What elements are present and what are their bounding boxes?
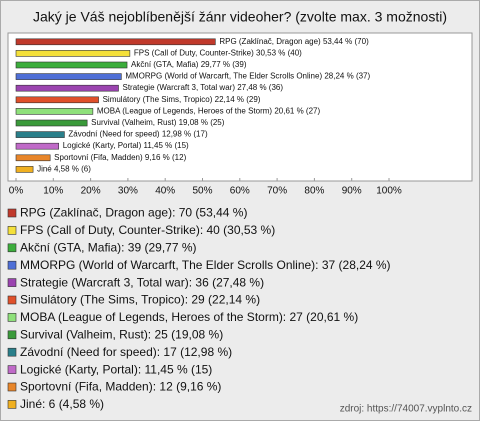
bar-label: Sportovní (Fifa, Madden) 9,16 % (12) (54, 153, 186, 162)
x-tick-label: 60% (230, 186, 250, 197)
legend-swatch (7, 226, 17, 235)
value-label: 30,53 % (40) (256, 49, 302, 58)
legend-label: Akční (GTA, Mafia): 39 (29,77 %) (20, 240, 197, 254)
bar (15, 166, 34, 173)
legend-label: FPS (Call of Duty, Counter-Strike): 40 (… (20, 223, 275, 237)
value-label: 9,16 % (12) (145, 153, 187, 162)
bar (15, 61, 128, 69)
category-label: Závodní (Need for speed) (68, 130, 159, 139)
legend-swatch (7, 260, 17, 270)
bar (15, 50, 131, 57)
category-label: MOBA (League of Legends, Heroes of the S… (97, 107, 273, 116)
legend-swatch (7, 365, 17, 374)
bar (15, 84, 119, 92)
category-label: Sportovní (Fifa, Madden) (54, 153, 143, 162)
bar-label: Akční (GTA, Mafia) 29,77 % (39) (131, 60, 247, 69)
bar-label: MOBA (League of Legends, Heroes of the S… (97, 107, 321, 116)
legend-swatch (7, 347, 17, 357)
x-tick-label: 80% (304, 186, 324, 197)
legend-label: Simulátory (The Sims, Tropico): 29 (22,1… (20, 293, 260, 307)
category-label: Survival (Valheim, Rust) (91, 118, 177, 127)
bar (15, 142, 60, 150)
bar-label: Survival (Valheim, Rust) 19,08 % (25) (91, 118, 225, 127)
bar (15, 154, 51, 162)
legend-label: RPG (Zaklínač, Dragon age): 70 (53,44 %) (20, 206, 247, 220)
bar-label: Simulátory (The Sims, Tropico) 22,14 % (… (103, 95, 261, 104)
value-label: 4,58 % (6) (54, 165, 91, 174)
source: zdroj: https://74007.vyplnto.cz (340, 404, 472, 415)
x-tick-label: 100% (376, 186, 402, 197)
x-tick-label: 50% (192, 186, 212, 197)
legend-label: Jiné: 6 (4,58 %) (20, 397, 104, 411)
bar-label: Logické (Karty, Portal) 11,45 % (15) (63, 141, 189, 150)
x-tick-label: 0% (9, 186, 24, 197)
category-label: Simulátory (The Sims, Tropico) (103, 95, 213, 104)
x-tick-label: 90% (342, 186, 362, 197)
bar-label: Strategie (Warcraft 3, Total war) 27,48 … (123, 83, 284, 92)
legend-label: Závodní (Need for speed): 17 (12,98 %) (20, 345, 232, 359)
category-label: Akční (GTA, Mafia) (131, 60, 199, 69)
legend-swatch (7, 382, 17, 392)
legend-label: Sportovní (Fifa, Madden): 12 (9,16 %) (20, 380, 221, 394)
bar-label: RPG (Zaklínač, Dragon age) 53,44 % (70) (219, 37, 369, 46)
legend-swatch (7, 278, 17, 287)
value-label: 27,48 % (36) (237, 83, 283, 92)
category-label: Strategie (Warcraft 3, Total war) (123, 83, 236, 92)
value-label: 28,24 % (37) (324, 72, 370, 81)
legend-label: Strategie (Warcraft 3, Total war): 36 (2… (20, 275, 264, 289)
category-label: MMORPG (World of Warcarft, The Elder Scr… (125, 72, 322, 81)
value-label: 20,61 % (27) (274, 107, 320, 116)
x-tick-label: 10% (43, 186, 63, 197)
x-tick-label: 20% (81, 186, 101, 197)
value-label: 11,45 % (15) (143, 141, 189, 150)
bar-label: FPS (Call of Duty, Counter-Strike) 30,53… (134, 49, 302, 58)
bar (15, 96, 99, 104)
x-tick-label: 30% (118, 186, 138, 197)
bar (15, 73, 122, 80)
bar-label: MMORPG (World of Warcarft, The Elder Scr… (125, 72, 370, 81)
legend-label: Logické (Karty, Portal): 11,45 % (15) (20, 362, 212, 376)
category-label: RPG (Zaklínač, Dragon age) (219, 37, 321, 46)
value-label: 22,14 % (29) (215, 95, 261, 104)
value-label: 12,98 % (17) (162, 130, 208, 139)
legend-label: MMORPG (World of Warcarft, The Elder Scr… (20, 258, 391, 272)
value-label: 19,08 % (25) (179, 118, 225, 127)
bar-label: Závodní (Need for speed) 12,98 % (17) (68, 130, 208, 139)
legend-swatch (7, 208, 17, 218)
bar (15, 38, 216, 46)
legend-swatch (7, 330, 17, 340)
category-label: FPS (Call of Duty, Counter-Strike) (134, 49, 254, 58)
category-label: Logické (Karty, Portal) (63, 141, 142, 150)
legend-label: Survival (Valheim, Rust): 25 (19,08 %) (20, 327, 223, 341)
value-label: 29,77 % (39) (201, 60, 247, 69)
bar (15, 119, 88, 127)
x-tick-label: 40% (155, 186, 175, 197)
bar-label: Jiné 4,58 % (6) (37, 165, 91, 174)
legend-label: MOBA (League of Legends, Heroes of the S… (20, 310, 358, 324)
bar (15, 131, 65, 138)
x-tick-label: 70% (267, 186, 287, 197)
plot-area (7, 32, 473, 182)
legend-swatch (7, 295, 17, 305)
bar (15, 108, 94, 115)
value-label: 53,44 % (70) (323, 37, 369, 46)
legend-swatch (7, 313, 17, 322)
legend-swatch (7, 243, 17, 253)
chart-title: Jaký je Váš nejoblíbenější žánr videoher… (33, 9, 447, 25)
legend-swatch (7, 400, 17, 409)
category-label: Jiné (37, 165, 52, 174)
